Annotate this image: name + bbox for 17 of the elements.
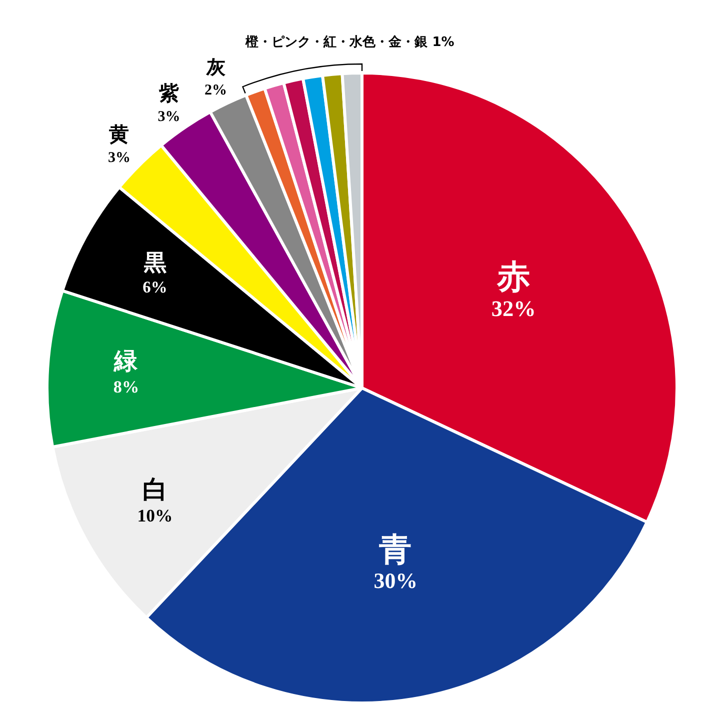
slice-label: 灰 [205, 57, 226, 78]
slice-label: 赤 [496, 256, 530, 296]
slice-label: 緑 [113, 347, 140, 376]
slice-label: 黄 [108, 123, 130, 146]
slice-label: 白 [142, 474, 168, 504]
slice-label: 黒 [142, 250, 166, 276]
slice-label: 紫 [158, 82, 180, 106]
data-label: 8% [113, 377, 140, 396]
data-label: 6% [142, 278, 168, 297]
data-label: 10% [137, 506, 173, 526]
slice-label: 青 [378, 530, 412, 568]
data-label: 30% [374, 568, 418, 594]
data-label: 32% [491, 296, 536, 321]
text: 橙・ピンク・紅・水色・金・銀 1% [244, 35, 454, 50]
data-label: 3% [158, 109, 180, 126]
data-label: 2% [204, 82, 228, 98]
data-label: 3% [108, 150, 130, 166]
